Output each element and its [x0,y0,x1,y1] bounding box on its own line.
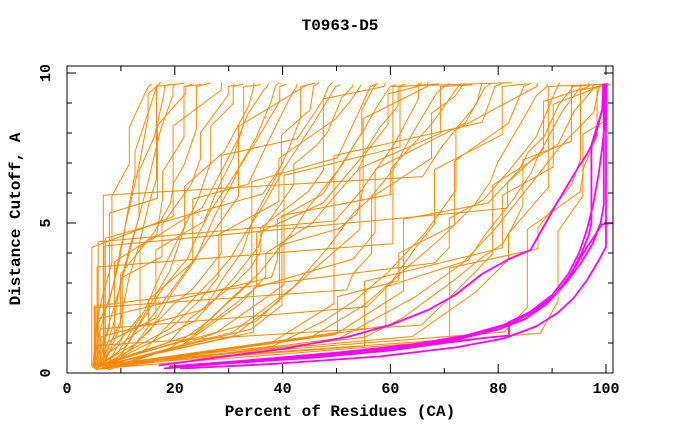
highlighted-curve [174,83,605,368]
model-curve [95,83,466,367]
x-tick-label: 40 [274,381,292,398]
x-axis-title: Percent of Residues (CA) [224,403,456,421]
model-curve [97,82,379,368]
model-curve [99,82,532,367]
highlighted-curve [158,83,605,367]
model-curve [99,83,298,368]
model-curve [101,82,211,369]
model-curve [103,84,574,366]
model-curve [104,84,236,369]
model-curve [101,82,422,366]
model-curve [93,83,269,370]
model-curve [96,83,287,368]
model-curve [94,84,261,368]
model-curve [98,82,538,366]
model-curve [94,83,406,368]
plot-frame [66,65,614,374]
y-tick-label: 5 [38,218,55,227]
model-curve [95,84,363,370]
model-curve [101,84,397,367]
y-axis-title: Distance Cutoff, A [7,132,25,306]
model-curve [95,84,158,365]
model-curve [102,83,609,369]
model-curve [101,83,601,367]
model-curve [101,83,463,367]
model-curve [98,82,386,366]
model-curve [107,82,280,370]
model-curve [99,84,341,367]
model-curve [108,83,440,371]
chart-title: T0963-D5 [301,17,379,35]
model-curve [102,82,505,369]
highlighted-curve [180,83,607,370]
model-curve [99,83,169,368]
model-curve [104,82,320,367]
model-curve [103,82,420,370]
model-curve [103,82,590,369]
model-curve [95,83,582,371]
model-curve [94,82,560,369]
model-curve [99,84,608,370]
x-tick-label: 80 [489,381,507,398]
x-tick-label: 100 [592,381,619,398]
model-curve [100,82,316,368]
x-tick-label: 20 [166,381,184,398]
highlighted-curve [169,83,606,368]
model-curve [94,83,244,368]
model-curve [101,83,611,370]
tick-labels: 0 20 40 60 80 100 0 5 10 [38,64,620,398]
model-curve [103,82,255,370]
model-curve [95,81,334,368]
model-curve [99,83,549,365]
model-curve [94,82,492,368]
x-tick-label: 0 [62,381,71,398]
model-curve [98,84,473,366]
model-curve [98,84,201,367]
x-tick-label: 60 [381,381,399,398]
y-tick-label: 0 [38,368,55,377]
model-curve [102,82,483,367]
y-tick-label: 10 [38,64,55,82]
model-curve [104,83,527,368]
model-curve [91,82,223,367]
model-curve [102,82,185,369]
model-curve [96,82,513,366]
model-curve [91,83,309,366]
model-curve [106,83,377,370]
